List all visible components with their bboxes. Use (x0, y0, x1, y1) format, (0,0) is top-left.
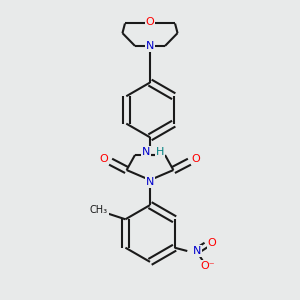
Text: O⁻: O⁻ (200, 261, 214, 271)
Text: CH₃: CH₃ (90, 205, 108, 215)
Text: O: O (208, 238, 216, 248)
Text: N: N (146, 41, 154, 51)
Text: N: N (146, 177, 154, 187)
Text: N: N (142, 147, 150, 157)
Text: N: N (192, 246, 201, 256)
Text: H: H (156, 147, 164, 157)
Text: O: O (146, 17, 154, 28)
Text: O: O (192, 154, 200, 164)
Text: O: O (100, 154, 108, 164)
